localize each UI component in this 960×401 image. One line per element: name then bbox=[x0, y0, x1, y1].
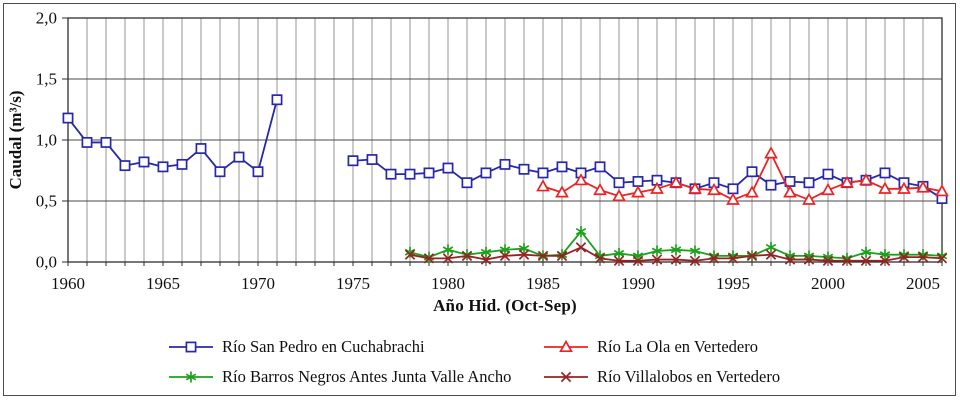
y-tick-label: 1,0 bbox=[36, 131, 57, 150]
chart-frame bbox=[3, 3, 956, 396]
series-1 bbox=[536, 146, 949, 205]
legend-item-la-ola: Río La Ola en Vertedero bbox=[543, 337, 758, 357]
legend-label: Río La Ola en Vertedero bbox=[597, 337, 758, 356]
axes bbox=[62, 17, 943, 266]
legend-label: Río Villalobos en Vertedero bbox=[597, 367, 781, 386]
legend-item-villalobos: Río Villalobos en Vertedero bbox=[543, 367, 780, 387]
series-3 bbox=[404, 242, 948, 266]
x-tick-label: 1970 bbox=[241, 274, 275, 293]
y-tick-label: 0,0 bbox=[36, 253, 57, 272]
x-tick-label: 1990 bbox=[621, 274, 655, 293]
y-tick-label: 2,0 bbox=[36, 9, 57, 28]
legend-item-san-pedro: Río San Pedro en Cuchabrachi bbox=[168, 337, 425, 357]
x-tick-label: 2000 bbox=[811, 274, 845, 293]
x-tick-label: 1985 bbox=[526, 274, 560, 293]
x-tick-label: 1975 bbox=[336, 274, 370, 293]
x-tick-label: 1995 bbox=[716, 274, 750, 293]
san-pedro-marker-icon bbox=[169, 341, 213, 353]
legend-item-barros-negros: Río Barros Negros Antes Junta Valle Anch… bbox=[168, 367, 511, 387]
y-tick-label: 1,5 bbox=[36, 70, 57, 89]
la-ola-marker-icon bbox=[544, 340, 588, 353]
y-axis-title: Caudal (m³/s) bbox=[6, 90, 25, 190]
gridlines bbox=[67, 17, 943, 263]
y-tick-label: 0,5 bbox=[36, 192, 57, 211]
x-tick-label: 1965 bbox=[146, 274, 180, 293]
legend-label: Río Barros Negros Antes Junta Valle Anch… bbox=[222, 367, 512, 386]
legend-label: Río San Pedro en Cuchabrachi bbox=[222, 337, 425, 356]
tick-labels: 1960 1965 1970 1975 1980 1985 1990 1995 2000 2005… bbox=[36, 9, 940, 294]
x-tick-label: 2005 bbox=[906, 274, 940, 293]
villalobos-marker-icon bbox=[544, 371, 588, 383]
x-axis-title: Año Hid. (Oct-Sep) bbox=[433, 296, 577, 315]
x-tick-label: 1960 bbox=[51, 274, 85, 293]
barros-negros-marker-icon bbox=[169, 371, 213, 383]
x-tick-label: 1980 bbox=[431, 274, 465, 293]
